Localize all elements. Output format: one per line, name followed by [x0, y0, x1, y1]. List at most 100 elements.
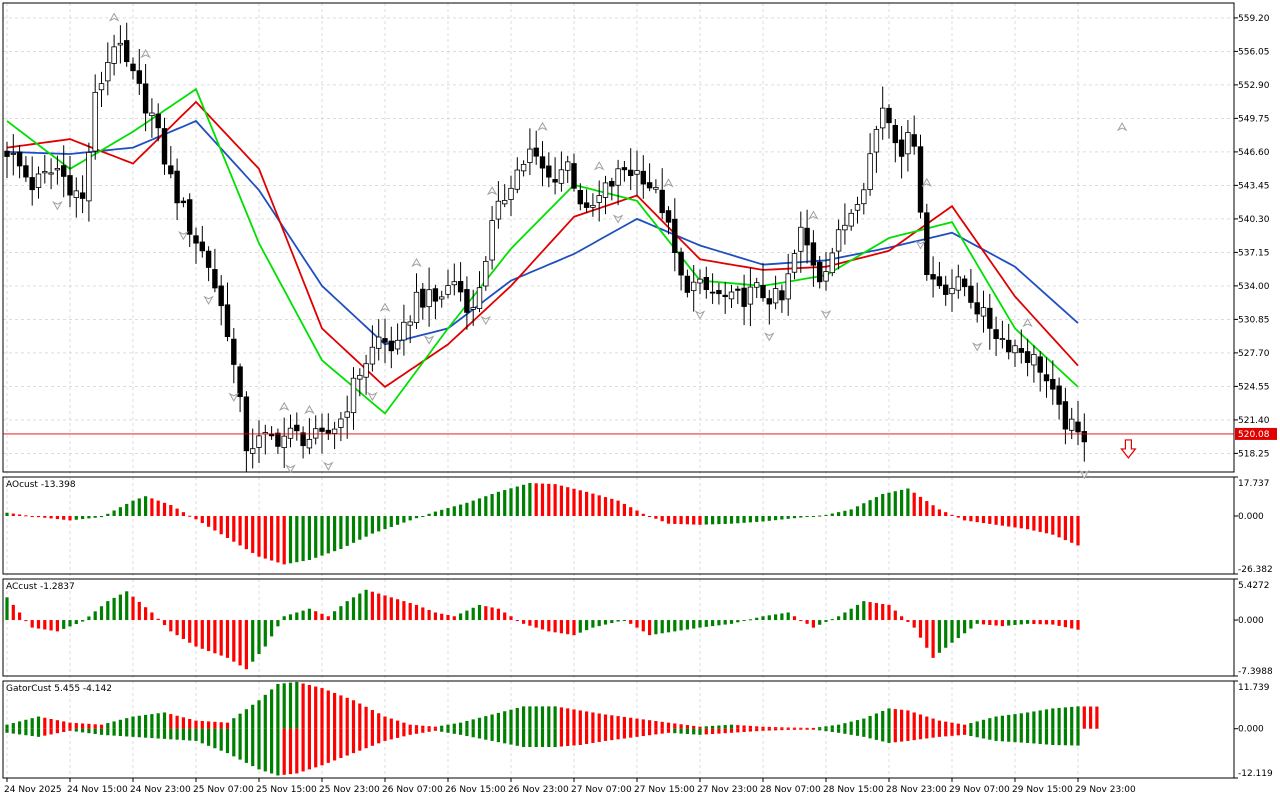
gator-upper-bar: [118, 719, 122, 729]
ac-bar: [660, 620, 664, 634]
gator-upper-bar: [1095, 706, 1099, 729]
ao-bar: [673, 515, 677, 524]
ac-bar: [1007, 620, 1011, 626]
gator-upper-bar: [666, 722, 671, 729]
ac-bar: [162, 620, 167, 626]
ac-bar: [295, 612, 299, 621]
ac-bar: [62, 620, 66, 629]
ac-bar: [1044, 620, 1049, 625]
alligator-lips-line: [6, 87, 1079, 415]
panel-frame-2: [2, 578, 1235, 677]
gator-lower-bar: [213, 728, 217, 749]
ao-bar: [24, 515, 28, 517]
time-axis-label: 25 Nov 07:00: [193, 785, 254, 795]
candle: [804, 227, 810, 246]
ao-bar: [547, 483, 551, 516]
ao-bar: [893, 491, 897, 516]
candle: [602, 182, 609, 198]
ac-bar: [509, 616, 513, 621]
ao-bar: [1000, 515, 1004, 526]
ac-bar: [421, 607, 425, 621]
candle: [294, 424, 300, 432]
gator-upper-bar: [421, 725, 425, 729]
gator-upper-bar: [200, 721, 204, 729]
gator-lower-bar: [68, 728, 72, 731]
gator-upper-bar: [635, 718, 639, 729]
ao-bar: [150, 498, 154, 516]
candle: [237, 366, 243, 398]
ao-bar: [868, 500, 872, 516]
gator-upper-bar: [830, 725, 834, 729]
candle: [1006, 339, 1012, 353]
ao-bar: [156, 500, 160, 516]
ac-bar: [742, 620, 746, 622]
panel-frame-0: [2, 2, 1235, 473]
candle: [67, 175, 73, 196]
gator-lower-bar: [43, 728, 47, 736]
gator-lower-bar: [673, 728, 677, 734]
gator-lower-bar: [698, 728, 702, 735]
gator-upper-bar: [603, 714, 608, 729]
ao-bar: [5, 512, 9, 516]
time-axis-label: 25 Nov 23:00: [319, 785, 380, 795]
ao-bar: [326, 515, 330, 554]
ao-bar: [704, 515, 708, 525]
candle: [747, 286, 754, 305]
ac-bar: [99, 606, 104, 621]
gator-upper-bar: [994, 716, 998, 729]
gator-upper-bar: [49, 718, 53, 729]
ao-bar: [578, 490, 582, 516]
gator-upper-bar: [1076, 706, 1080, 729]
ac-bar: [333, 611, 337, 621]
gator-upper-bar: [925, 716, 929, 729]
ac-bar: [433, 612, 437, 621]
ao-bar: [685, 515, 689, 525]
candle: [508, 187, 514, 200]
fractal-down-icon: [52, 201, 63, 211]
gator-lower-bar: [559, 728, 563, 747]
gator-lower-bar: [421, 728, 425, 733]
ac-bar: [591, 620, 595, 628]
candle: [16, 151, 23, 167]
ao-bar: [320, 515, 324, 556]
candle: [949, 287, 955, 295]
ao-bar: [855, 506, 860, 516]
gator-lower-bar: [660, 728, 664, 734]
candle: [955, 276, 961, 291]
gator-lower-bar: [591, 728, 595, 743]
ac-bar: [1013, 620, 1017, 625]
ac-bar: [351, 597, 356, 621]
fractal-up-icon: [1116, 122, 1128, 132]
sell-signal-arrow-icon: [1120, 439, 1137, 459]
candle: [350, 377, 357, 414]
ao-bar: [307, 515, 311, 560]
ac-bar: [377, 593, 381, 621]
ao-bar: [225, 515, 230, 538]
time-axis-label: 25 Nov 15:00: [256, 785, 317, 795]
gator-lower-bar: [944, 728, 948, 737]
gator-lower-bar: [1063, 728, 1067, 746]
candle: [331, 428, 338, 434]
gator-lower-bar: [780, 728, 784, 731]
ac-bar: [868, 602, 872, 621]
ao-bar: [711, 515, 715, 525]
candle: [558, 169, 565, 184]
gator-lower-bar: [339, 728, 343, 759]
ac-bar: [1026, 620, 1030, 624]
gator-upper-bar: [912, 712, 916, 729]
candle: [413, 291, 420, 323]
candle: [697, 278, 703, 284]
candle: [1069, 418, 1075, 431]
gator-upper-bar: [402, 722, 406, 729]
gator-upper-bar: [484, 716, 488, 729]
ao-bar: [421, 515, 425, 517]
gator-upper-bar: [540, 706, 545, 729]
gator-lower-bar: [358, 728, 362, 751]
gator-upper-bar: [150, 714, 154, 729]
gator-lower-bar: [509, 728, 513, 745]
fractal-down-icon: [764, 332, 775, 342]
price-axis-label: 559.20: [1238, 14, 1270, 24]
ac-bar: [238, 620, 242, 666]
